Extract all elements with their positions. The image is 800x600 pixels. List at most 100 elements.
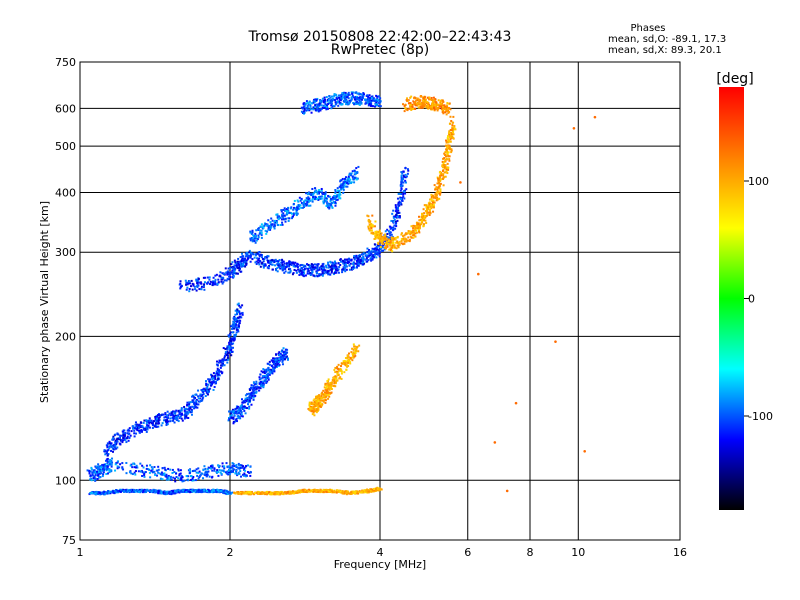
echo-point	[313, 408, 316, 411]
echo-point	[221, 272, 224, 275]
echo-point	[198, 470, 201, 473]
echo-point	[271, 259, 274, 262]
echo-point	[239, 464, 242, 467]
echo-point	[318, 398, 321, 401]
echo-point	[94, 492, 97, 495]
echo-point	[319, 489, 322, 492]
echo-point	[130, 472, 133, 475]
echo-point	[231, 491, 234, 494]
echo-point	[142, 489, 145, 492]
echo-point	[285, 210, 288, 213]
echo-point	[186, 401, 189, 404]
echo-point	[174, 492, 177, 495]
echo-point	[406, 232, 409, 235]
echo-point	[287, 206, 290, 209]
echo-point	[278, 357, 281, 360]
echo-point	[374, 251, 377, 254]
echo-point	[300, 263, 303, 266]
echo-point	[334, 191, 337, 194]
echo-point	[321, 191, 324, 194]
echo-point	[341, 268, 344, 271]
echo-point	[187, 282, 190, 285]
echo-point	[311, 267, 314, 270]
echo-point	[340, 260, 343, 263]
echo-point	[263, 263, 266, 266]
echo-point	[205, 475, 208, 478]
echo-point	[138, 426, 141, 429]
echo-point	[414, 229, 417, 232]
echo-point	[228, 345, 231, 348]
echo-point	[344, 357, 347, 360]
echo-point	[236, 473, 239, 476]
echo-point	[329, 385, 332, 388]
echo-point	[367, 225, 370, 228]
echo-point	[345, 185, 348, 188]
echo-point	[150, 419, 153, 422]
echo-point	[445, 155, 448, 158]
echo-point	[203, 388, 206, 391]
echo-point	[305, 204, 308, 207]
echo-point	[422, 214, 425, 217]
echo-point	[395, 206, 398, 209]
echo-point	[255, 239, 258, 242]
echo-point	[254, 261, 257, 264]
echo-point	[232, 342, 235, 345]
echo-point	[316, 192, 319, 195]
echo-point	[257, 261, 260, 264]
echo-point	[169, 477, 172, 480]
echo-point	[211, 489, 214, 492]
echo-point	[168, 490, 171, 493]
echo-point	[177, 468, 180, 471]
echo-point	[253, 383, 256, 386]
echo-point	[314, 98, 317, 101]
echo-point	[337, 363, 340, 366]
echo-point	[211, 380, 214, 383]
echo-point	[205, 383, 208, 386]
echo-point	[280, 209, 283, 212]
echo-point	[206, 393, 209, 396]
echo-point	[403, 234, 406, 237]
echo-point	[213, 469, 216, 472]
echo-point	[388, 248, 391, 251]
echo-point	[114, 444, 117, 447]
echo-point	[194, 403, 197, 406]
echo-point	[274, 268, 277, 271]
echo-point	[278, 259, 281, 262]
echo-point	[216, 488, 219, 491]
echo-point	[442, 165, 445, 168]
echo-point	[230, 411, 233, 414]
echo-point	[355, 167, 358, 170]
echo-point	[392, 236, 395, 239]
echo-point	[374, 220, 377, 223]
echo-point	[368, 489, 371, 492]
echo-point	[262, 266, 265, 269]
echo-point	[148, 426, 151, 429]
echo-point	[229, 271, 232, 274]
echo-point	[156, 490, 159, 493]
echo-point	[230, 266, 233, 269]
echo-point	[269, 221, 272, 224]
echo-point	[171, 492, 174, 495]
echo-point	[114, 439, 117, 442]
echo-point	[377, 237, 380, 240]
echo-point	[188, 282, 191, 285]
echo-point	[194, 288, 197, 291]
echo-point	[447, 141, 450, 144]
echo-point	[307, 192, 310, 195]
echo-point	[247, 257, 250, 260]
echo-point	[398, 216, 401, 219]
echo-point	[215, 471, 218, 474]
echo-point	[92, 491, 95, 494]
echo-point	[391, 212, 394, 215]
echo-point	[330, 270, 333, 273]
echo-point	[322, 389, 325, 392]
echo-point	[330, 261, 333, 264]
echo-point	[280, 358, 283, 361]
echo-point	[308, 264, 311, 267]
echo-point	[246, 470, 249, 473]
echo-point	[255, 237, 258, 240]
echo-point	[164, 413, 167, 416]
echo-point	[140, 421, 143, 424]
echo-point	[115, 443, 118, 446]
echo-point	[325, 392, 328, 395]
